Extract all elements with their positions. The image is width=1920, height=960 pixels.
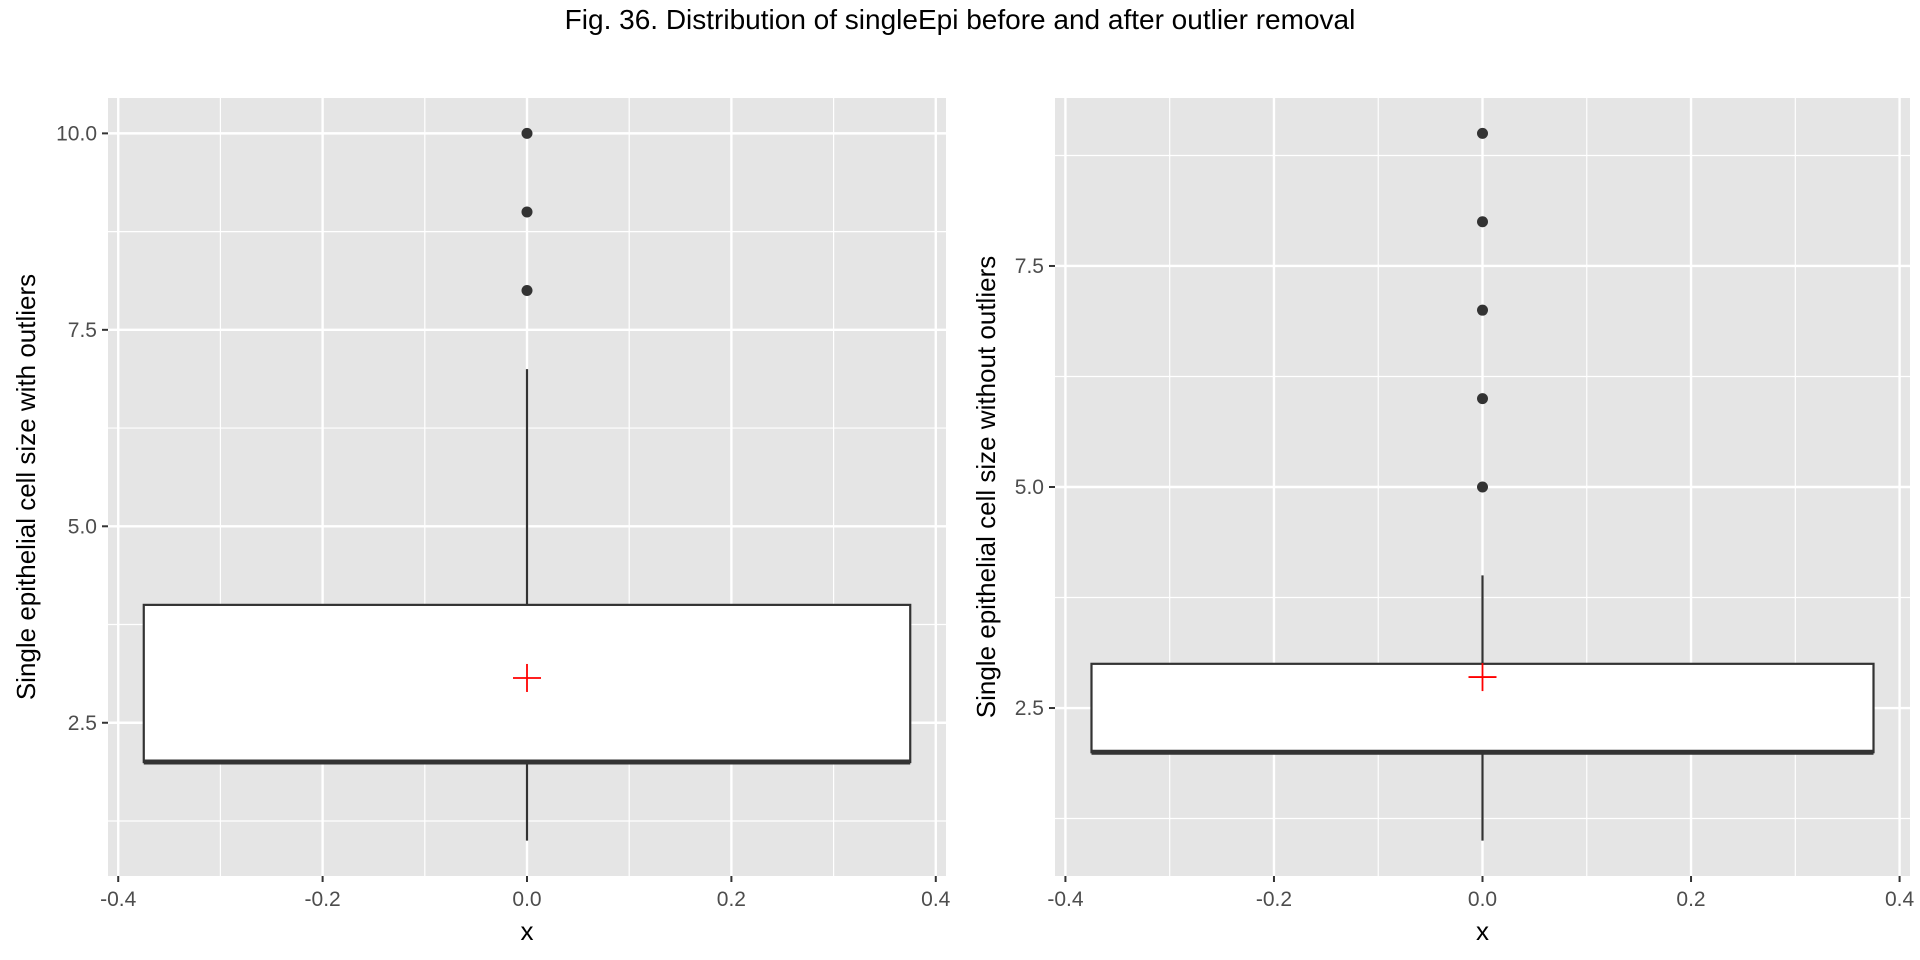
x-tick-label: 0.2 — [717, 888, 746, 911]
y-tick-label: 7.5 — [1015, 255, 1044, 278]
x-tick-label: -0.2 — [305, 888, 341, 911]
figure-title: Fig. 36. Distribution of singleEpi befor… — [564, 4, 1356, 35]
outlier-point — [1477, 393, 1488, 405]
x-tick-label: -0.4 — [100, 888, 137, 911]
x-tick-label: 0.0 — [512, 888, 541, 911]
x-axis-title: x — [1476, 916, 1489, 946]
outlier-point — [521, 127, 533, 139]
y-tick-label: 5.0 — [1015, 476, 1044, 499]
y-tick-label: 5.0 — [68, 515, 97, 538]
outlier-point — [521, 285, 533, 297]
y-tick-label: 2.5 — [1015, 697, 1044, 720]
outlier-point — [1477, 127, 1488, 139]
y-tick-label: 2.5 — [68, 712, 97, 735]
x-tick-label: 0.4 — [921, 888, 951, 911]
x-axis-title: x — [521, 916, 534, 946]
x-tick-label: 0.4 — [1885, 888, 1915, 911]
outlier-point — [521, 206, 533, 218]
boxplot-with-outliers: 2.5 5.0 7.5 10.0 -0.4 -0.2 0.0 0.2 0.4 x Single ep… — [11, 98, 951, 946]
y-axis-title: Single epithelial cell size without outl… — [971, 256, 1001, 718]
y-tick-label: 7.5 — [68, 319, 97, 342]
x-tick-label: -0.2 — [1256, 888, 1292, 911]
y-tick-label: 10.0 — [56, 122, 97, 145]
y-axis-title: Single epithelial cell size with outlier… — [11, 274, 41, 700]
outlier-point — [1477, 216, 1488, 228]
x-tick-label: 0.0 — [1468, 888, 1497, 911]
outlier-point — [1477, 304, 1488, 316]
outlier-point — [1477, 481, 1488, 493]
x-tick-label: -0.4 — [1047, 888, 1084, 911]
x-tick-label: 0.2 — [1676, 888, 1705, 911]
